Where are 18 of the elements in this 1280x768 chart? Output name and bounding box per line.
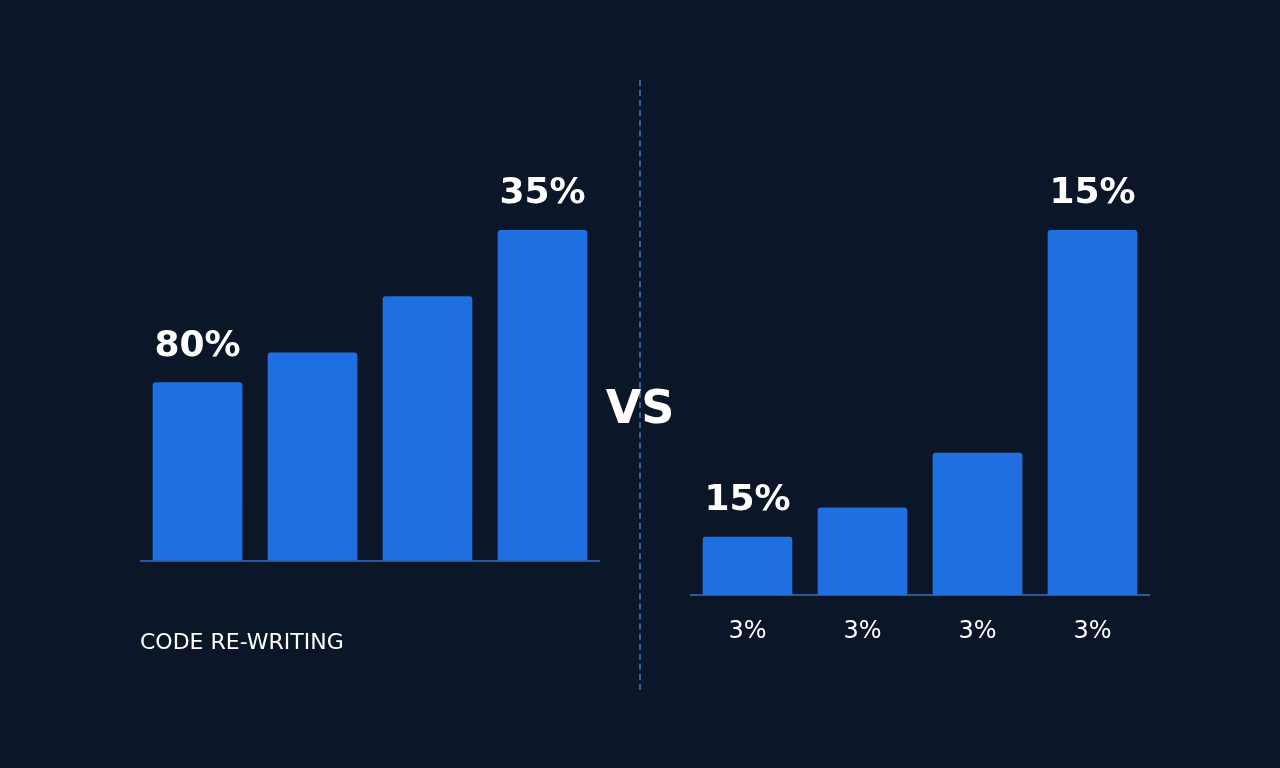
text: 35%	[499, 170, 586, 212]
x-tick-label: 3%	[1073, 615, 1112, 644]
bar	[497, 230, 588, 561]
x-tick-label: 3%	[958, 615, 997, 644]
x-tick-label: 3%	[843, 615, 882, 644]
annotation: 80%	[154, 322, 241, 364]
x-axis-title: CODE RE-WRITING	[140, 628, 344, 654]
text: 15%	[1049, 170, 1136, 212]
bar	[1047, 230, 1138, 596]
x-tick-label: 3%	[728, 615, 767, 644]
bar	[932, 452, 1023, 596]
text: VS	[604, 380, 676, 434]
bar	[817, 507, 908, 596]
bar	[382, 296, 473, 561]
bar	[152, 382, 243, 561]
bar	[702, 536, 793, 596]
annotation: 15%	[704, 477, 791, 519]
bar	[267, 352, 358, 561]
